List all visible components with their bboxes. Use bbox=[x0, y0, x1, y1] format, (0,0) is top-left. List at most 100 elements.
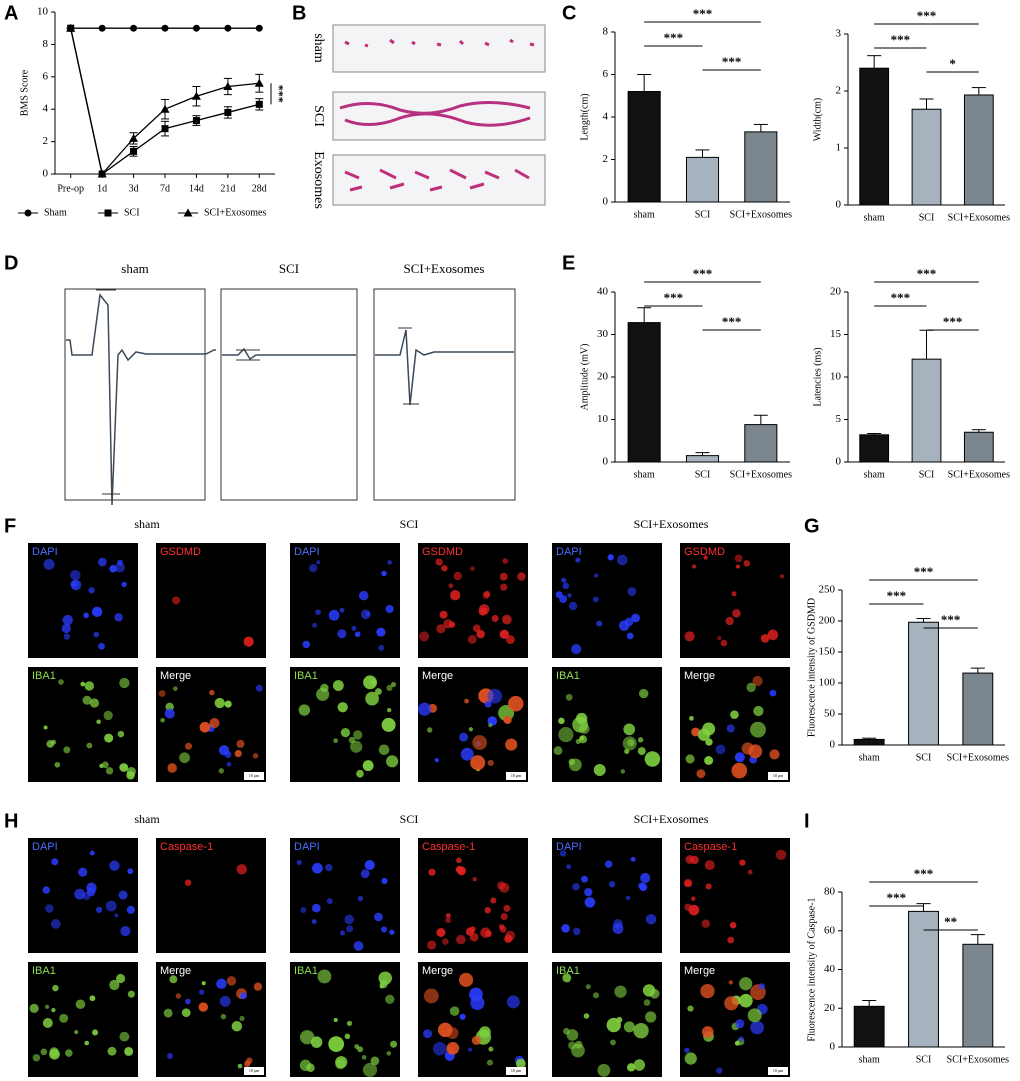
cell bbox=[450, 590, 461, 601]
cell bbox=[637, 747, 646, 756]
cell bbox=[500, 913, 508, 921]
point bbox=[224, 108, 232, 116]
cell bbox=[374, 912, 383, 922]
cell bbox=[89, 850, 95, 856]
y-tick-label: 0 bbox=[830, 739, 836, 751]
emg-label: SCI bbox=[279, 261, 299, 276]
y-tick-label: 0 bbox=[603, 196, 609, 208]
cell bbox=[457, 866, 466, 876]
cell bbox=[316, 687, 330, 701]
cell bbox=[639, 883, 648, 892]
y-tick-label: 3 bbox=[836, 28, 842, 40]
micrograph bbox=[290, 543, 400, 658]
y-tick-label: 250 bbox=[819, 584, 836, 596]
cell bbox=[98, 642, 105, 650]
channel-label: Merge bbox=[684, 965, 715, 977]
cell bbox=[479, 1026, 491, 1038]
cell bbox=[467, 1047, 473, 1052]
point bbox=[224, 24, 232, 32]
cell bbox=[631, 613, 640, 623]
point bbox=[130, 24, 138, 32]
cell bbox=[439, 610, 448, 619]
cell bbox=[734, 554, 743, 563]
microscopy: sham DAPI GSDMD IBA1 Merge 10 μm SCI DAPI GSDMD I… bbox=[28, 517, 790, 1078]
x-tick-label: sham bbox=[634, 209, 655, 220]
y-tick-label: 10 bbox=[37, 6, 49, 18]
cell bbox=[703, 555, 708, 560]
cell bbox=[344, 1033, 351, 1040]
panel-letter: E bbox=[562, 252, 575, 274]
cell bbox=[45, 904, 54, 913]
cell bbox=[769, 689, 777, 697]
significance-label: ** bbox=[944, 914, 957, 929]
scale-bar-box bbox=[768, 1067, 788, 1075]
panel-letter: A bbox=[4, 2, 18, 24]
cell bbox=[607, 554, 614, 561]
cell bbox=[63, 633, 71, 640]
cell bbox=[160, 717, 165, 723]
cell bbox=[378, 744, 390, 756]
micrograph bbox=[680, 667, 790, 782]
y-tick-label: 150 bbox=[819, 646, 836, 658]
cell bbox=[167, 763, 178, 773]
channel-label: Caspase-1 bbox=[684, 841, 737, 853]
point bbox=[130, 147, 138, 155]
cell bbox=[300, 907, 307, 913]
cell bbox=[83, 612, 89, 619]
cell bbox=[346, 1020, 353, 1027]
cell bbox=[566, 1029, 579, 1041]
panel-letter: G bbox=[804, 515, 820, 537]
cell bbox=[234, 750, 242, 758]
cell bbox=[237, 1063, 243, 1069]
cell bbox=[645, 1011, 657, 1023]
cell bbox=[84, 681, 95, 691]
cell bbox=[181, 1008, 191, 1018]
x-tick-label: SCI+Exosomes bbox=[730, 209, 792, 220]
cell bbox=[88, 587, 95, 594]
micrograph bbox=[552, 543, 662, 658]
significance-label: *** bbox=[664, 290, 684, 305]
group-label: SCI bbox=[400, 812, 419, 826]
cell bbox=[734, 752, 745, 763]
cell bbox=[717, 636, 722, 641]
cell bbox=[748, 744, 763, 759]
cell bbox=[209, 718, 220, 729]
cell bbox=[379, 980, 388, 989]
cell bbox=[302, 640, 311, 649]
x-tick-label: 1d bbox=[97, 183, 107, 194]
cell bbox=[101, 761, 109, 769]
cell bbox=[630, 856, 636, 862]
cell bbox=[86, 882, 97, 893]
micrograph bbox=[552, 838, 662, 953]
cell bbox=[747, 869, 753, 875]
cell bbox=[732, 609, 741, 618]
scale-bar-box bbox=[768, 772, 788, 780]
annotation: *** bbox=[272, 85, 286, 103]
y-tick-label: 0 bbox=[603, 456, 609, 468]
cell bbox=[691, 896, 696, 901]
cell bbox=[568, 758, 576, 766]
cell bbox=[442, 938, 449, 945]
cell bbox=[471, 1035, 481, 1045]
cell bbox=[224, 700, 232, 708]
cell bbox=[484, 700, 492, 708]
cell bbox=[616, 554, 628, 566]
x-tick-label: SCI bbox=[919, 212, 935, 223]
micrograph bbox=[418, 962, 528, 1077]
cell bbox=[374, 688, 382, 696]
point bbox=[161, 24, 169, 32]
cell bbox=[728, 980, 734, 985]
x-tick-label: 28d bbox=[252, 183, 267, 194]
cell bbox=[643, 999, 651, 1006]
cell bbox=[594, 573, 599, 578]
cell bbox=[734, 1040, 740, 1046]
cell bbox=[441, 565, 448, 572]
significance-label: *** bbox=[664, 30, 684, 45]
cell bbox=[604, 860, 613, 868]
cell bbox=[597, 1063, 611, 1077]
cell bbox=[459, 1013, 466, 1020]
cell bbox=[209, 689, 215, 696]
y-tick-label: 5 bbox=[836, 413, 842, 425]
cell bbox=[490, 897, 497, 904]
channel-label: IBA1 bbox=[556, 965, 580, 977]
